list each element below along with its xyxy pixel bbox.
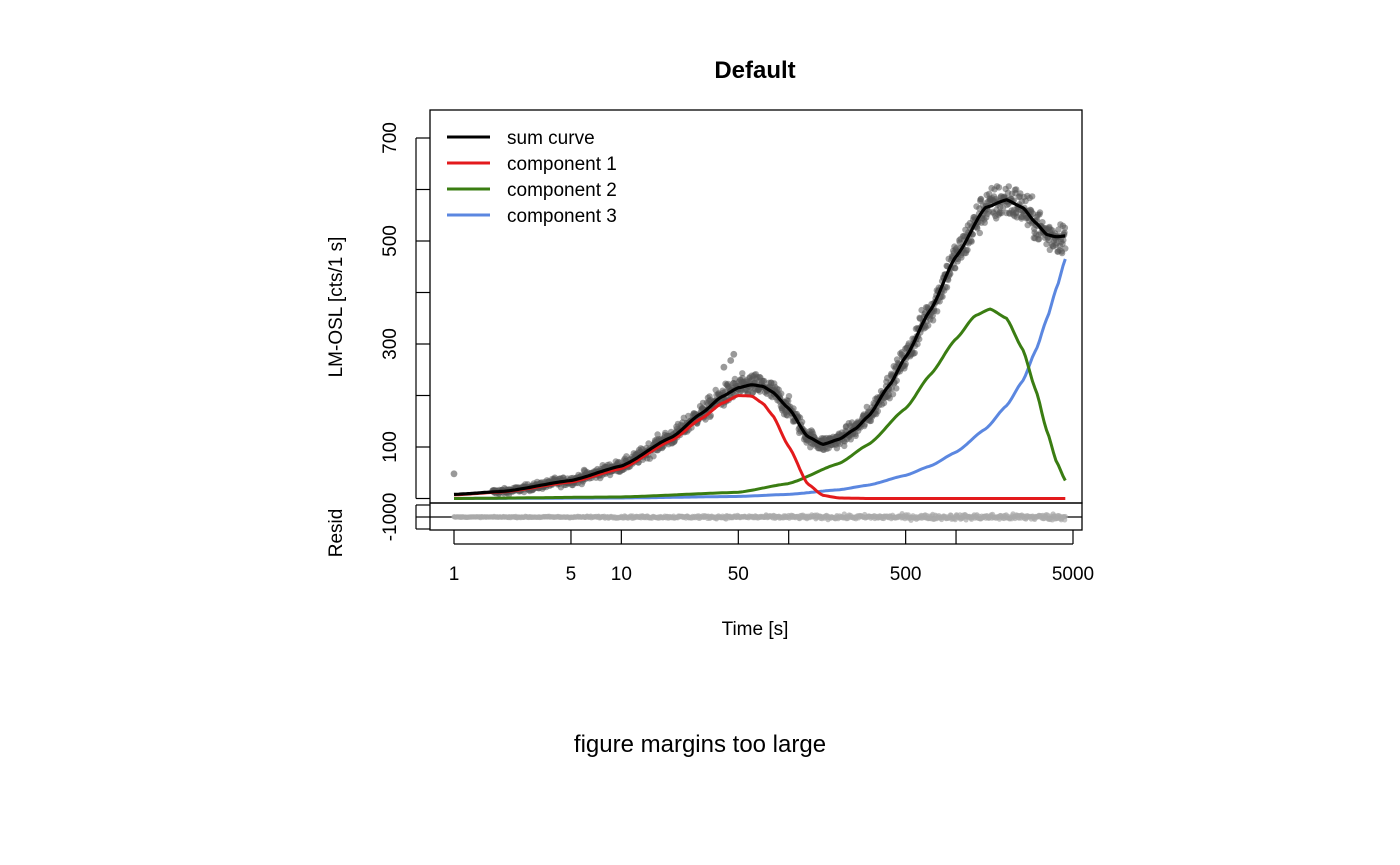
data-point: [841, 442, 848, 450]
margin-warning-text: figure margins too large: [574, 731, 826, 758]
y-tick-label: 700: [380, 122, 401, 154]
x-tick-label: 500: [890, 564, 922, 585]
y-axis-label: LM-OSL [cts/1 s]: [326, 237, 347, 378]
data-point: [778, 390, 785, 397]
legend-label: sum curve: [507, 128, 595, 149]
data-point: [1055, 226, 1062, 233]
data-point: [880, 399, 888, 407]
residual-points: [451, 510, 1068, 523]
data-point: [1039, 219, 1046, 226]
x-tick-label: 5: [566, 564, 577, 585]
data-point: [902, 360, 909, 368]
data-point: [929, 317, 937, 324]
data-point: [874, 408, 881, 415]
x-axis: 1 5 10 50 500 5000: [449, 530, 1094, 585]
residual-panel: [429, 502, 1083, 531]
data-point: [914, 340, 921, 348]
data-point: [1061, 224, 1069, 231]
data-point: [1045, 236, 1052, 244]
y-tick-label: 300: [380, 328, 401, 360]
data-point: [939, 293, 946, 300]
data-point: [551, 474, 559, 482]
residual-tick-label: -1000: [380, 493, 401, 542]
data-point: [893, 385, 900, 392]
data-point: [943, 284, 951, 291]
data-point: [785, 393, 793, 400]
data-point: [968, 238, 975, 245]
legend-label: component 3: [507, 206, 617, 227]
data-point: [889, 391, 897, 398]
x-tick-label: 5000: [1052, 564, 1094, 585]
legend: sum curve component 1 component 2 component…: [447, 128, 617, 227]
data-point: [958, 254, 965, 261]
x-tick-label: 50: [728, 564, 749, 585]
data-point: [1035, 235, 1043, 243]
series-line-component-2: [454, 307, 1067, 500]
residual-axis-label: Resid: [326, 509, 347, 558]
data-point: [847, 436, 854, 443]
data-point: [925, 322, 932, 329]
data-point: [730, 350, 738, 358]
data-point: [720, 363, 728, 371]
data-point: [580, 466, 588, 474]
series-line-sum-curve: [453, 198, 1066, 496]
data-point: [1029, 193, 1036, 200]
y-tick-label: 100: [380, 431, 401, 463]
x-tick-label: 1: [449, 564, 460, 585]
data-point: [952, 265, 959, 272]
measured-points: [450, 183, 1069, 498]
data-point: [727, 357, 735, 364]
y-tick-label: 500: [380, 225, 401, 257]
fitted-curves: [453, 198, 1067, 500]
residual-point: [1062, 513, 1068, 520]
data-point: [1061, 229, 1068, 236]
legend-label: component 2: [507, 180, 617, 201]
data-point: [929, 312, 936, 319]
data-point: [1060, 236, 1067, 244]
residual-axis: -1000: [380, 493, 430, 542]
data-point: [934, 308, 941, 315]
data-point: [785, 397, 792, 405]
data-point: [911, 349, 918, 357]
x-axis-label: Time [s]: [722, 619, 789, 640]
data-point: [1013, 186, 1020, 193]
legend-label: component 1: [507, 154, 617, 175]
data-point: [756, 388, 764, 395]
data-point: [852, 432, 859, 439]
data-point: [976, 229, 983, 237]
data-point: [1036, 209, 1044, 216]
x-tick-label: 10: [611, 564, 632, 585]
data-point: [964, 246, 971, 254]
data-point: [981, 219, 988, 226]
data-point: [650, 453, 657, 460]
chart-title: Default: [714, 57, 795, 84]
data-point: [1058, 249, 1066, 257]
data-point: [1062, 245, 1069, 252]
data-point: [977, 195, 985, 203]
y-axis: 100 300 500 700: [380, 122, 430, 500]
data-point: [995, 184, 1003, 191]
data-point: [1005, 183, 1012, 190]
plot-area: [429, 109, 1083, 504]
data-point: [739, 370, 746, 377]
data-point: [998, 209, 1005, 217]
data-point: [760, 377, 768, 385]
data-point: [450, 470, 458, 478]
